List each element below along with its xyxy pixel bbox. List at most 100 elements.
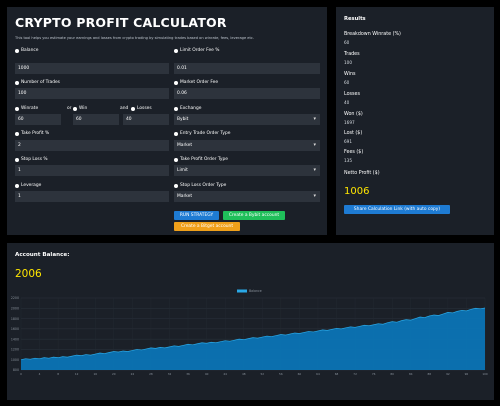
take-profit-label-text: Take Profit % xyxy=(21,131,50,136)
info-icon xyxy=(131,106,135,111)
stop-loss-order-type-label-text: Stop Loss Order Type xyxy=(180,183,227,188)
limit-order-fee-label-text: Limit Order Fee % xyxy=(180,48,220,53)
x-tick-label: 0 xyxy=(20,372,22,376)
x-tick-label: 4 xyxy=(39,372,41,376)
won-value: 1697 xyxy=(344,120,355,125)
win-label: Win xyxy=(73,106,87,111)
trades-label: Trades xyxy=(344,52,360,57)
number-of-trades-label: Number of Trades xyxy=(15,80,60,85)
y-tick-label: 800 xyxy=(13,368,19,372)
take-profit-label: Take Profit % xyxy=(15,131,49,136)
x-tick-label: 88 xyxy=(428,372,432,376)
limit-order-fee-label: Limit Order Fee % xyxy=(174,48,219,53)
take-profit-input[interactable]: 2 xyxy=(15,140,169,151)
x-tick-label: 16 xyxy=(93,372,97,376)
x-tick-label: 80 xyxy=(390,372,394,376)
run-strategy-button[interactable]: RUN STRATEGY xyxy=(174,211,219,220)
exchange-label: Exchange xyxy=(174,106,201,111)
x-tick-label: 52 xyxy=(260,372,264,376)
stop-loss-order-type-label: Stop Loss Order Type xyxy=(174,183,226,188)
netto-profit-value: 1006 xyxy=(344,186,370,197)
entry-order-type-select[interactable]: Market xyxy=(174,140,320,151)
account-balance-value: 2006 xyxy=(15,268,42,280)
fees-value: 135 xyxy=(344,158,352,163)
losses-result-label: Losses xyxy=(344,92,360,97)
exchange-select[interactable]: Bybit xyxy=(174,114,320,125)
exchange-label-text: Exchange xyxy=(180,106,202,111)
results-title: Results xyxy=(344,16,366,22)
breakdown-winrate-value: 60 xyxy=(344,40,350,45)
entry-order-type-label-text: Entry Trade Order Type xyxy=(180,131,231,136)
x-tick-label: 40 xyxy=(205,372,209,376)
info-icon xyxy=(174,157,178,162)
x-tick-label: 36 xyxy=(186,372,190,376)
info-icon xyxy=(174,80,178,85)
or-label: or xyxy=(67,106,72,111)
x-tick-label: 84 xyxy=(409,372,413,376)
winrate-label: Winrate xyxy=(15,106,38,111)
x-tick-label: 72 xyxy=(353,372,357,376)
stop-loss-input[interactable]: 1 xyxy=(15,165,169,176)
y-tick-label: 2200 xyxy=(11,296,19,300)
info-icon xyxy=(15,131,19,136)
x-tick-label: 20 xyxy=(112,372,116,376)
stop-loss-order-type-select[interactable]: Market xyxy=(174,191,320,202)
info-icon xyxy=(174,48,178,53)
losses-label-text: Losses xyxy=(137,106,152,111)
legend-swatch xyxy=(237,289,247,293)
page-title: CRYPTO PROFIT CALCULATOR xyxy=(15,15,227,30)
info-icon xyxy=(15,106,19,111)
calculator-panel: CRYPTO PROFIT CALCULATOR This tool helps… xyxy=(7,7,327,235)
wins-value: 60 xyxy=(344,80,350,85)
win-input[interactable]: 60 xyxy=(73,114,119,125)
account-balance-panel: 800 1000 1200 1400 1600 1800 2000 2200 0 4 8 12 16 20… xyxy=(7,243,494,400)
wins-label: Wins xyxy=(344,72,356,77)
balance-input[interactable]: 1000 xyxy=(15,63,169,74)
info-icon xyxy=(73,106,77,111)
x-tick-label: 92 xyxy=(446,372,450,376)
create-bitget-account-button[interactable]: Create a Bitget account xyxy=(174,222,240,231)
account-balance-title: Account Balance: xyxy=(15,252,70,258)
calculator-description: This tool helps you estimate your earnin… xyxy=(15,36,255,40)
lost-value: 691 xyxy=(344,139,352,144)
take-profit-order-type-label: Take Profit Order Type xyxy=(174,157,228,162)
stop-loss-label: Stop Loss % xyxy=(15,157,48,162)
x-tick-label: 56 xyxy=(279,372,283,376)
market-order-fee-input[interactable]: 0.06 xyxy=(174,88,320,99)
x-tick-label: 100 xyxy=(482,372,488,376)
market-order-fee-label-text: Market Order Fee xyxy=(180,80,219,85)
leverage-label-text: Leverage xyxy=(21,183,42,188)
share-calculation-link-button[interactable]: Share Calculation Link (with auto copy) xyxy=(344,205,450,214)
x-tick-label: 8 xyxy=(57,372,59,376)
limit-order-fee-input[interactable]: 0.01 xyxy=(174,63,320,74)
y-tick-label: 1000 xyxy=(11,358,19,362)
x-tick-label: 48 xyxy=(242,372,246,376)
x-tick-label: 68 xyxy=(335,372,339,376)
x-tick-label: 24 xyxy=(131,372,135,376)
x-tick-label: 60 xyxy=(298,372,302,376)
leverage-input[interactable]: 1 xyxy=(15,191,169,202)
create-bybit-account-button[interactable]: Create a Bybit account xyxy=(223,211,285,220)
market-order-fee-label: Market Order Fee xyxy=(174,80,218,85)
balance-area xyxy=(21,307,485,370)
leverage-label: Leverage xyxy=(15,183,41,188)
trades-value: 100 xyxy=(344,60,352,65)
number-of-trades-label-text: Number of Trades xyxy=(21,80,60,85)
info-icon xyxy=(15,157,19,162)
and-label: and xyxy=(120,106,129,111)
balance-label: Balance xyxy=(15,48,39,53)
y-tick-label: 1800 xyxy=(11,317,19,321)
info-icon xyxy=(15,48,19,53)
lost-label: Lost ($) xyxy=(344,131,363,136)
winrate-label-text: Winrate xyxy=(21,106,39,111)
x-tick-label: 12 xyxy=(75,372,79,376)
win-label-text: Win xyxy=(79,106,88,111)
take-profit-order-type-select[interactable]: Limit xyxy=(174,165,320,176)
number-of-trades-input[interactable]: 100 xyxy=(15,88,169,99)
losses-input[interactable]: 40 xyxy=(123,114,169,125)
balance-line xyxy=(20,307,486,361)
entry-order-type-label: Entry Trade Order Type xyxy=(174,131,230,136)
winrate-input[interactable]: 60 xyxy=(15,114,61,125)
fees-label: Fees ($) xyxy=(344,150,364,155)
